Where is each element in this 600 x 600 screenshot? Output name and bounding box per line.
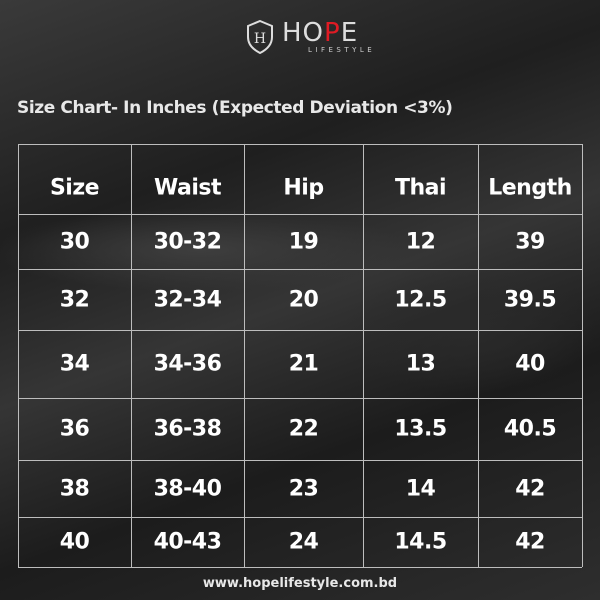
table-cell: 39 [515,229,545,254]
table-header-cell: Length [488,175,572,201]
size-chart-table: Size Waist Hip Thai Length 30 30-32 19 12 39 32 32-… [18,144,583,568]
table-row-divider [18,214,582,215]
brand-tagline: LIFESTYLE [308,46,376,54]
table-cell: 12 [405,229,436,254]
table-row-divider [18,398,582,399]
table-row-divider [18,144,582,145]
table-cell: 38-40 [153,476,222,501]
table-cell: 30 [59,229,90,254]
table-cell: 20 [288,287,319,312]
table-header-cell: Hip [283,175,324,201]
shield-icon: H [247,20,273,54]
table-header-cell: Thai [394,175,447,201]
table-cell: 32 [59,287,90,312]
table-column-divider [478,144,479,567]
table-header-cell: Size [49,175,100,201]
table-cell: 24 [288,529,319,555]
table-cell: 40 [59,529,90,555]
table-cell: 40 [515,351,545,377]
brand-name: HOPE [282,18,359,48]
table-cell: 12.5 [394,287,447,312]
table-cell: 14 [405,476,436,501]
table-cell: 13.5 [394,416,447,442]
brand-logo: H HOPE LIFESTYLE [246,20,375,54]
monogram: H [254,31,266,47]
table-cell: 39.5 [503,287,557,312]
page-title: Size Chart- In Inches (Expected Deviatio… [17,98,453,118]
table-cell: 42 [515,476,545,501]
table-cell: 34-36 [153,351,222,377]
table-column-divider [582,144,583,567]
table-cell: 32-34 [153,287,222,312]
table-cell: 23 [288,476,319,501]
table-row-divider [18,460,582,461]
table-cell: 21 [288,351,319,377]
table-cell: 36-38 [153,416,222,442]
table-cell: 36 [59,416,90,442]
table-cell: 38 [59,476,90,501]
table-column-divider [131,144,132,567]
table-cell: 30-32 [153,229,222,254]
table-cell: 19 [288,229,319,254]
table-cell: 13 [405,351,436,377]
table-header-cell: Waist [154,175,221,201]
table-cell: 40-43 [153,529,222,555]
website-url: www.hopelifestyle.com.bd [202,576,398,591]
table-cell: 14.5 [394,529,447,555]
table-row-divider [18,330,582,331]
table-cell: 22 [288,416,319,442]
table-cell: 42 [515,529,545,555]
table-cell: 34 [59,351,90,377]
table-column-divider [363,144,364,567]
table-row-divider [18,269,582,270]
table-cell: 40.5 [503,416,557,442]
table-column-divider [18,144,19,567]
table-row-divider [18,567,582,568]
table-row-divider [18,517,582,518]
table-column-divider [244,144,245,567]
